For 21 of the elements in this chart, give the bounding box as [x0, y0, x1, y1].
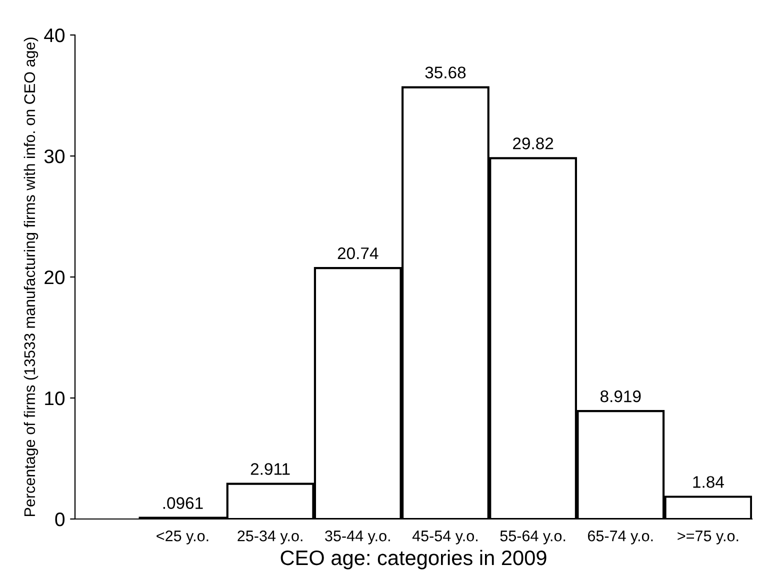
x-tick-label: 35-44 y.o. [325, 530, 390, 544]
data-label: .0961 [163, 497, 203, 509]
data-label: 35.68 [425, 66, 466, 78]
x-tick-label: 65-74 y.o. [588, 530, 653, 544]
data-label: 2.911 [250, 463, 290, 475]
x-tick-label: <25 y.o. [156, 530, 208, 544]
x-tick-label: 25-34 y.o. [238, 530, 302, 544]
x-tick-label: 45-54 y.o. [412, 530, 478, 544]
data-label: 1.84 [693, 476, 724, 488]
x-tick-label: 55-64 y.o. [500, 530, 566, 544]
y-tick-label: 40 [44, 28, 65, 42]
y-tick-label: 20 [44, 270, 65, 284]
x-axis-title: CEO age: categories in 2009 [280, 550, 546, 570]
data-label: 8.919 [600, 390, 641, 402]
y-tick-label: 0 [55, 512, 65, 526]
x-tick-label: >=75 y.o. [678, 530, 738, 544]
y-axis-title: Percentage of firms (13533 manufacturing firms with info. on CEO age) [24, 38, 38, 516]
y-tick-label: 10 [45, 391, 65, 406]
data-label: 20.74 [338, 247, 378, 260]
data-label: 29.82 [513, 138, 554, 150]
y-tick-label: 30 [44, 149, 65, 164]
